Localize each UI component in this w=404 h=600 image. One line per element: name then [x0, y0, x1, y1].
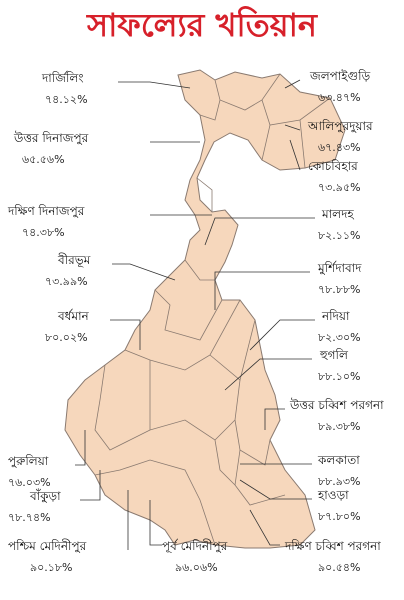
district-value: ৭৮.৮৮%	[318, 283, 361, 296]
leader-line	[75, 430, 86, 466]
leader-line	[239, 479, 312, 500]
leader-line	[284, 124, 301, 131]
title: সাফল্যের খতিয়ান	[86, 5, 319, 44]
district-name: বাঁকুড়া	[29, 488, 61, 504]
district-value: ৯০.৫৪%	[318, 561, 361, 574]
district-name: জলপাইগুড়ি	[309, 69, 371, 83]
district-name: বর্ধমান	[57, 309, 90, 323]
district-name: কলকাতা	[317, 453, 360, 467]
district-value: ৭৪.৩৮%	[22, 226, 65, 239]
district-value: ৮২.১১%	[318, 229, 361, 242]
district-value: ৮৯.৩৮%	[318, 420, 361, 433]
leader-line	[214, 271, 310, 310]
leader-line	[284, 79, 301, 89]
district-name: মুর্শিদাবাদ	[317, 261, 362, 276]
district-name: পূর্ব মেদিনীপুর	[162, 539, 228, 554]
district-name: বীরভূম	[57, 253, 91, 268]
district-name: কোচবিহার	[308, 159, 358, 173]
district-value: ৬৩.৪৭%	[318, 91, 361, 104]
district-value: ৭৬.০৩%	[8, 476, 51, 489]
district-borders	[94, 73, 331, 546]
district-value: ৯৬.০৬%	[175, 561, 218, 574]
district-name: উত্তর দিনাজপুর	[13, 131, 89, 146]
district-name: উত্তর চব্বিশ পরগনা	[289, 398, 384, 412]
district-value: ৮০.০২%	[45, 331, 88, 344]
district-name: দার্জিলিং	[41, 71, 84, 85]
district-name: হাওড়া	[317, 488, 349, 502]
district-value: ৯০.১৮%	[30, 561, 73, 574]
district-value: ৭৮.৭৪%	[8, 511, 51, 524]
district-name: দক্ষিণ চব্বিশ পরগনা	[284, 539, 381, 553]
district-value: ৮৭.৮০%	[318, 510, 361, 523]
district-name: পশ্চিম মেদিনীপুর	[8, 539, 87, 554]
leader-line	[118, 81, 191, 89]
leader-line	[110, 319, 141, 350]
leader-line	[224, 358, 312, 391]
district-name: আলিপুরদুয়ার	[307, 119, 373, 134]
district-value: ৮৮.১০%	[318, 370, 361, 383]
leader-line	[112, 263, 176, 281]
district-value: ৮২.৩০%	[318, 331, 361, 344]
leader-line	[289, 139, 301, 171]
state-outline	[64, 69, 346, 549]
district-value: ৮৮.৯৩%	[318, 475, 361, 488]
district-name: নদিয়া	[321, 309, 350, 323]
district-name: পুরুলিয়া	[8, 454, 49, 469]
leader-line	[149, 500, 162, 546]
leader-line	[264, 408, 285, 430]
leader-line	[249, 319, 315, 351]
leader-line	[204, 217, 315, 246]
district-value: ৬৫.৫৬%	[22, 153, 65, 166]
district-value: ৭৩.৯৫%	[318, 181, 361, 194]
leader-line	[249, 509, 280, 546]
district-name: মালদহ	[321, 207, 354, 221]
leader-line	[80, 470, 101, 501]
district-value: ৬৭.৪৩%	[318, 141, 361, 154]
district-value: ৭৪.১২%	[45, 93, 88, 106]
district-name: হুগলি	[319, 348, 349, 362]
district-value: ৭৩.৯৯%	[45, 275, 88, 288]
district-name: দক্ষিণ দিনাজপুর	[7, 204, 85, 219]
